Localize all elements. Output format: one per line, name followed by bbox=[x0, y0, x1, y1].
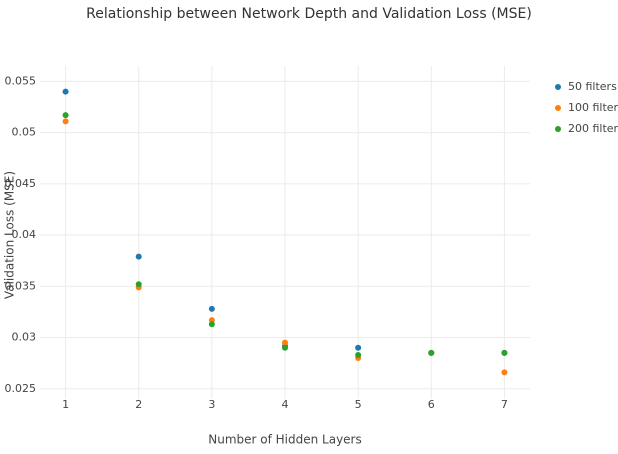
x-tick-label: 5 bbox=[355, 398, 362, 411]
legend-label: 100 filters bbox=[568, 101, 618, 114]
y-tick-label: 0.035 bbox=[5, 279, 37, 292]
point bbox=[208, 321, 215, 328]
y-axis-title: Validation Loss (MSE) bbox=[3, 171, 17, 299]
legend-marker bbox=[555, 126, 561, 132]
legend-marker bbox=[555, 105, 561, 111]
point bbox=[208, 317, 215, 324]
point bbox=[62, 88, 69, 95]
x-tick-label: 4 bbox=[282, 398, 289, 411]
x-tick-label: 7 bbox=[501, 398, 508, 411]
x-tick-label: 1 bbox=[62, 398, 69, 411]
chart-title: Relationship between Network Depth and V… bbox=[86, 6, 532, 22]
point bbox=[62, 112, 69, 119]
point bbox=[135, 281, 142, 288]
x-tick-label: 6 bbox=[428, 398, 435, 411]
x-tick-label: 3 bbox=[208, 398, 215, 411]
point bbox=[282, 344, 288, 351]
point bbox=[62, 118, 69, 125]
point bbox=[355, 344, 362, 351]
y-tick-label: 0.045 bbox=[5, 177, 37, 190]
point bbox=[501, 369, 508, 376]
legend-marker bbox=[555, 84, 561, 90]
y-tick-label: 0.025 bbox=[5, 382, 37, 395]
y-tick-label: 0.05 bbox=[12, 126, 37, 139]
point bbox=[282, 339, 288, 346]
legend-label: 200 filters bbox=[568, 122, 618, 135]
point bbox=[208, 305, 215, 312]
point bbox=[135, 253, 142, 260]
point bbox=[355, 351, 362, 358]
legend-label: 50 filters bbox=[568, 80, 617, 93]
x-axis-title: Number of Hidden Layers bbox=[208, 433, 362, 447]
y-tick-label: 0.055 bbox=[5, 74, 37, 87]
point bbox=[428, 349, 435, 356]
x-tick-label: 2 bbox=[135, 398, 142, 411]
y-tick-label: 0.04 bbox=[12, 228, 37, 241]
point bbox=[501, 349, 508, 356]
y-tick-label: 0.03 bbox=[12, 331, 37, 344]
